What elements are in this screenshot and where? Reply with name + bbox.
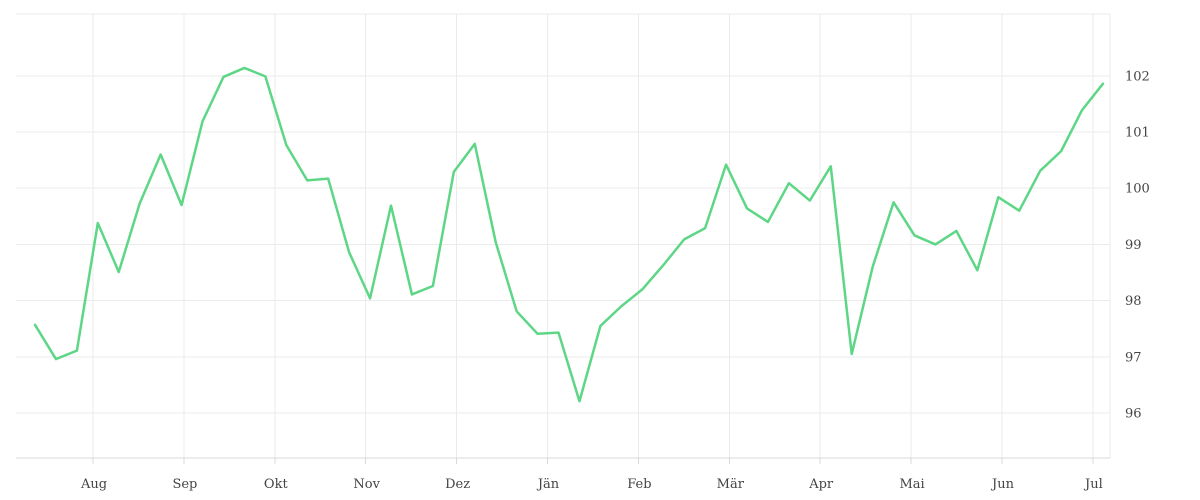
y-tick-label: 102 [1125,69,1150,84]
y-tick-label: 100 [1125,182,1150,197]
x-tick-label: Jun [990,477,1015,492]
horizontal-gridlines [16,13,1110,414]
series-line [33,66,1105,403]
y-tick-label: 98 [1125,294,1142,309]
data-points [34,67,1104,402]
x-tick-label: Jul [1083,477,1103,492]
x-tick-label: Mai [899,477,924,492]
x-tick-labels: Aug Sep Okt Nov Dez Jän Feb Mär Apr Mai Jun Jul [80,477,1103,492]
x-tick-label: Jän [536,477,560,492]
series-layer [33,66,1105,403]
axes [16,14,1111,459]
y-tick-label: 101 [1125,126,1150,141]
x-tick-label: Mär [717,477,745,492]
y-tick-label: 97 [1125,350,1142,365]
y-tick-labels: 96 97 98 99 100 101 102 [1125,69,1150,421]
vertical-gridlines [92,14,1094,464]
x-tick-label: Dez [445,477,470,492]
y-tick-label: 99 [1125,238,1142,253]
x-tick-label: Aug [80,477,107,492]
x-tick-label: Feb [627,477,651,492]
x-tick-label: Sep [172,477,197,492]
y-tick-label: 96 [1125,407,1142,422]
x-tick-label: Apr [808,477,834,492]
x-tick-label: Nov [353,477,380,492]
x-tick-label: Okt [264,477,289,492]
